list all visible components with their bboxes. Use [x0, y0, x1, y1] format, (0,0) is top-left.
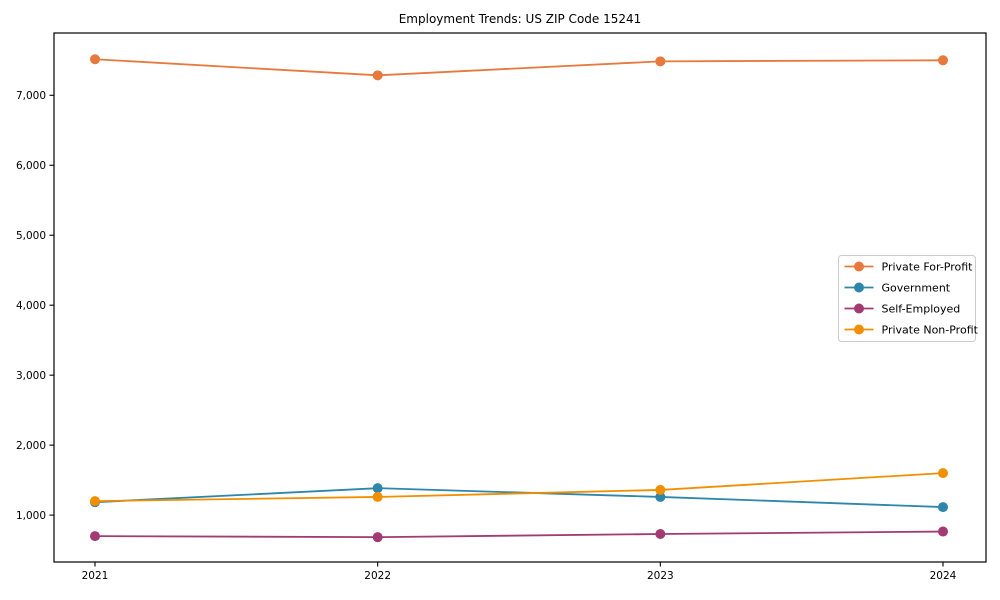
series-marker-government	[655, 491, 666, 502]
y-axis-tick-label: 6,000	[16, 160, 46, 172]
y-axis-tick-label: 2,000	[16, 440, 46, 452]
legend: Private For-Profit Government Self-Employe…	[838, 255, 979, 342]
series-marker-self-employed	[938, 526, 948, 537]
legend-item-private-for-profit: Private For-Profit	[844, 260, 974, 273]
series-private-non-profit	[90, 468, 948, 507]
x-axis-tick-label: 2021	[82, 570, 109, 582]
series-private-for-profit	[90, 54, 948, 81]
series-marker-private-for-profit	[655, 56, 666, 67]
series-layer	[90, 54, 948, 543]
legend-marker-private-non-profit	[854, 324, 864, 335]
series-line-private-for-profit	[94, 58, 944, 77]
series-marker-self-employed	[372, 532, 383, 543]
legend-label-private-non-profit: Private Non-Profit	[882, 323, 979, 336]
series-line-government	[94, 487, 944, 508]
legend-marker-private-for-profit	[854, 261, 864, 272]
legend-marker-self-employed	[854, 303, 864, 314]
y-axis-tick-label: 3,000	[16, 370, 46, 382]
series-self-employed	[90, 526, 948, 543]
series-marker-private-non-profit	[90, 496, 100, 507]
y-axis-tick-label: 1,000	[16, 510, 46, 522]
x-axis-tick-label: 2023	[647, 570, 674, 582]
legend-marker-government	[854, 282, 864, 293]
plot-area-border	[53, 32, 987, 563]
legend-label-government: Government	[882, 281, 951, 294]
legend-box	[838, 255, 976, 342]
legend-item-self-employed: Self-Employed	[844, 302, 961, 315]
legend-label-private-for-profit: Private For-Profit	[882, 260, 974, 273]
series-marker-government	[938, 502, 948, 513]
series-marker-private-non-profit	[655, 484, 666, 495]
series-marker-self-employed	[655, 529, 666, 540]
series-government	[90, 483, 948, 513]
series-marker-government	[372, 483, 383, 494]
y-axis-tick-label: 7,000	[16, 90, 46, 102]
series-marker-private-non-profit	[938, 468, 948, 479]
x-axis-tick-label: 2024	[930, 570, 957, 582]
series-line-self-employed	[94, 530, 944, 539]
legend-label-self-employed: Self-Employed	[882, 302, 961, 315]
series-marker-private-for-profit	[938, 55, 948, 66]
series-line-private-non-profit	[94, 472, 944, 503]
legend-item-government: Government	[844, 281, 951, 294]
x-axis-tick-label: 2022	[364, 570, 391, 582]
y-axis-tick-label: 4,000	[16, 300, 46, 312]
chart-title: Employment Trends: US ZIP Code 15241	[399, 12, 642, 26]
series-marker-private-non-profit	[372, 491, 383, 502]
series-marker-private-for-profit	[372, 70, 383, 81]
series-marker-self-employed	[90, 531, 100, 542]
legend-item-private-non-profit: Private Non-Profit	[844, 323, 979, 336]
y-axis-tick-label: 5,000	[16, 230, 46, 242]
axes: 1,000 2,000 3,000 4,000 5,000 6,000 7,000 2021 2…	[16, 32, 987, 582]
series-marker-private-for-profit	[90, 54, 100, 65]
